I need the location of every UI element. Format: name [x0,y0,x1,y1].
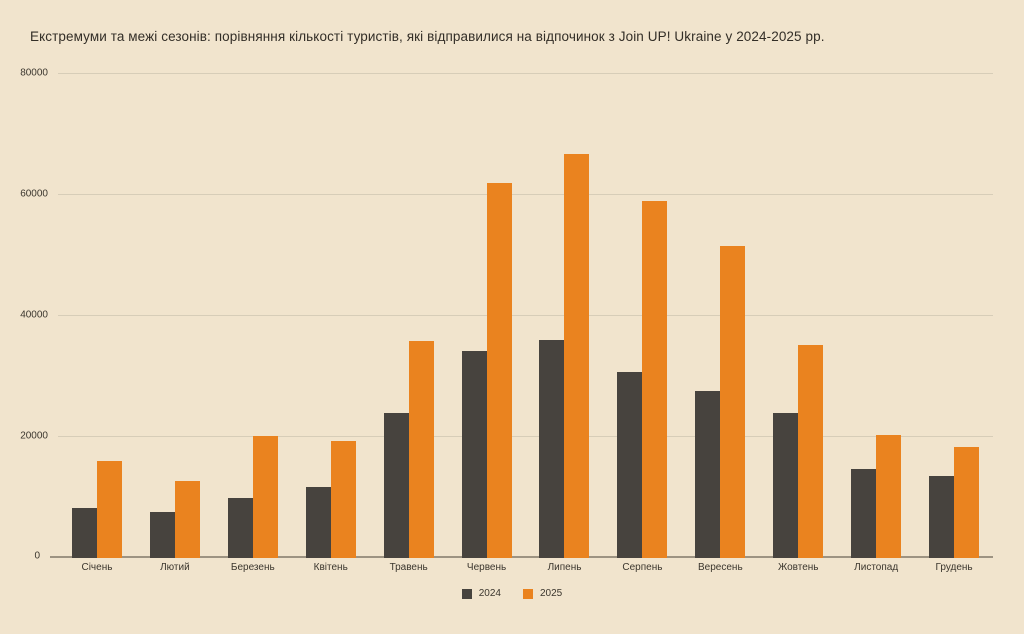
bar-group-2 [136,74,214,558]
bar-2025-Липень [564,153,590,558]
y-tick-label: 20000 [20,430,48,442]
legend-swatch-2025 [523,588,533,599]
bar-group-9 [681,74,759,558]
y-tick-label: 0 [34,550,40,562]
bar-group-12 [915,74,993,558]
chart-title: Екстремуми та межі сезонів: порівняння к… [30,29,825,44]
bar-2024-Травень [383,412,409,558]
legend-label-2024: 2024 [478,588,501,599]
bar-2025-Грудень [954,446,980,558]
x-tick-label: Вересень [698,562,743,573]
bar-2024-Жовтень [773,412,799,558]
bar-2025-Січень [96,461,122,558]
bar-group-1 [58,74,136,558]
gridline-20000: 20000 [20,431,993,442]
bar-group-3 [214,74,292,558]
x-axis-labels: Січень Лютий Березень Квітень Травень Червень… [58,562,993,573]
x-tick-label: Листопад [854,562,899,573]
x-tick-label: Лютий [160,562,190,573]
bar-2025-Вересень [720,245,746,558]
bar-2025-Травень [408,341,434,558]
bar-group-10 [759,74,837,558]
bar-group-7 [526,74,604,558]
legend-label-2025: 2025 [540,588,563,599]
x-tick-label: Квітень [313,562,348,573]
bar-2025-Червень [486,182,512,558]
bar-2025-Березень [252,435,278,558]
gridline-80000: 80000 [20,68,993,79]
bar-2024-Червень [461,351,487,558]
legend-item-2025: 2025 [523,588,562,599]
chart-legend: 2024 2025 [0,588,1024,599]
bar-2024-Грудень [929,476,955,558]
y-tick-label: 60000 [20,188,48,200]
bar-group-4 [292,74,370,558]
legend-item-2024: 2024 [461,588,501,599]
bar-2024-Липень [539,340,565,558]
bar-group-8 [603,74,681,558]
gridline-40000: 40000 [20,310,993,321]
bar-2025-Жовтень [798,345,824,558]
bar-2024-Березень [227,497,253,558]
gridline-60000: 60000 [20,189,993,200]
bar-group-5 [370,74,448,558]
x-tick-label: Серпень [622,562,663,573]
x-tick-label: Січень [81,562,113,573]
x-tick-label: Грудень [935,562,973,573]
bar-2025-Лютий [174,481,200,558]
bar-2024-Квітень [305,487,331,558]
bar-2024-Листопад [851,469,877,558]
bar-2024-Лютий [149,512,175,558]
x-tick-label: Березень [230,562,275,573]
bar-2025-Квітень [330,441,356,558]
legend-swatch-2024 [461,588,472,599]
bar-groups [58,74,993,558]
y-tick-label: 80000 [20,67,48,79]
y-tick-label: 40000 [20,309,48,321]
x-tick-label: Жовтень [777,562,819,573]
gridline-0: 0 [34,551,993,562]
bar-group-6 [448,74,526,558]
x-tick-label: Липень [547,562,582,573]
bar-2024-Січень [71,508,97,558]
bar-2025-Серпень [642,201,668,558]
plot-area: 0 20000 40000 60000 80000 [20,68,993,562]
x-tick-label: Червень [466,562,507,573]
bar-2025-Листопад [876,435,902,558]
x-tick-label: Травень [389,562,428,573]
bar-2024-Серпень [617,372,643,558]
bar-group-11 [837,74,915,558]
bar-2024-Вересень [695,391,721,558]
